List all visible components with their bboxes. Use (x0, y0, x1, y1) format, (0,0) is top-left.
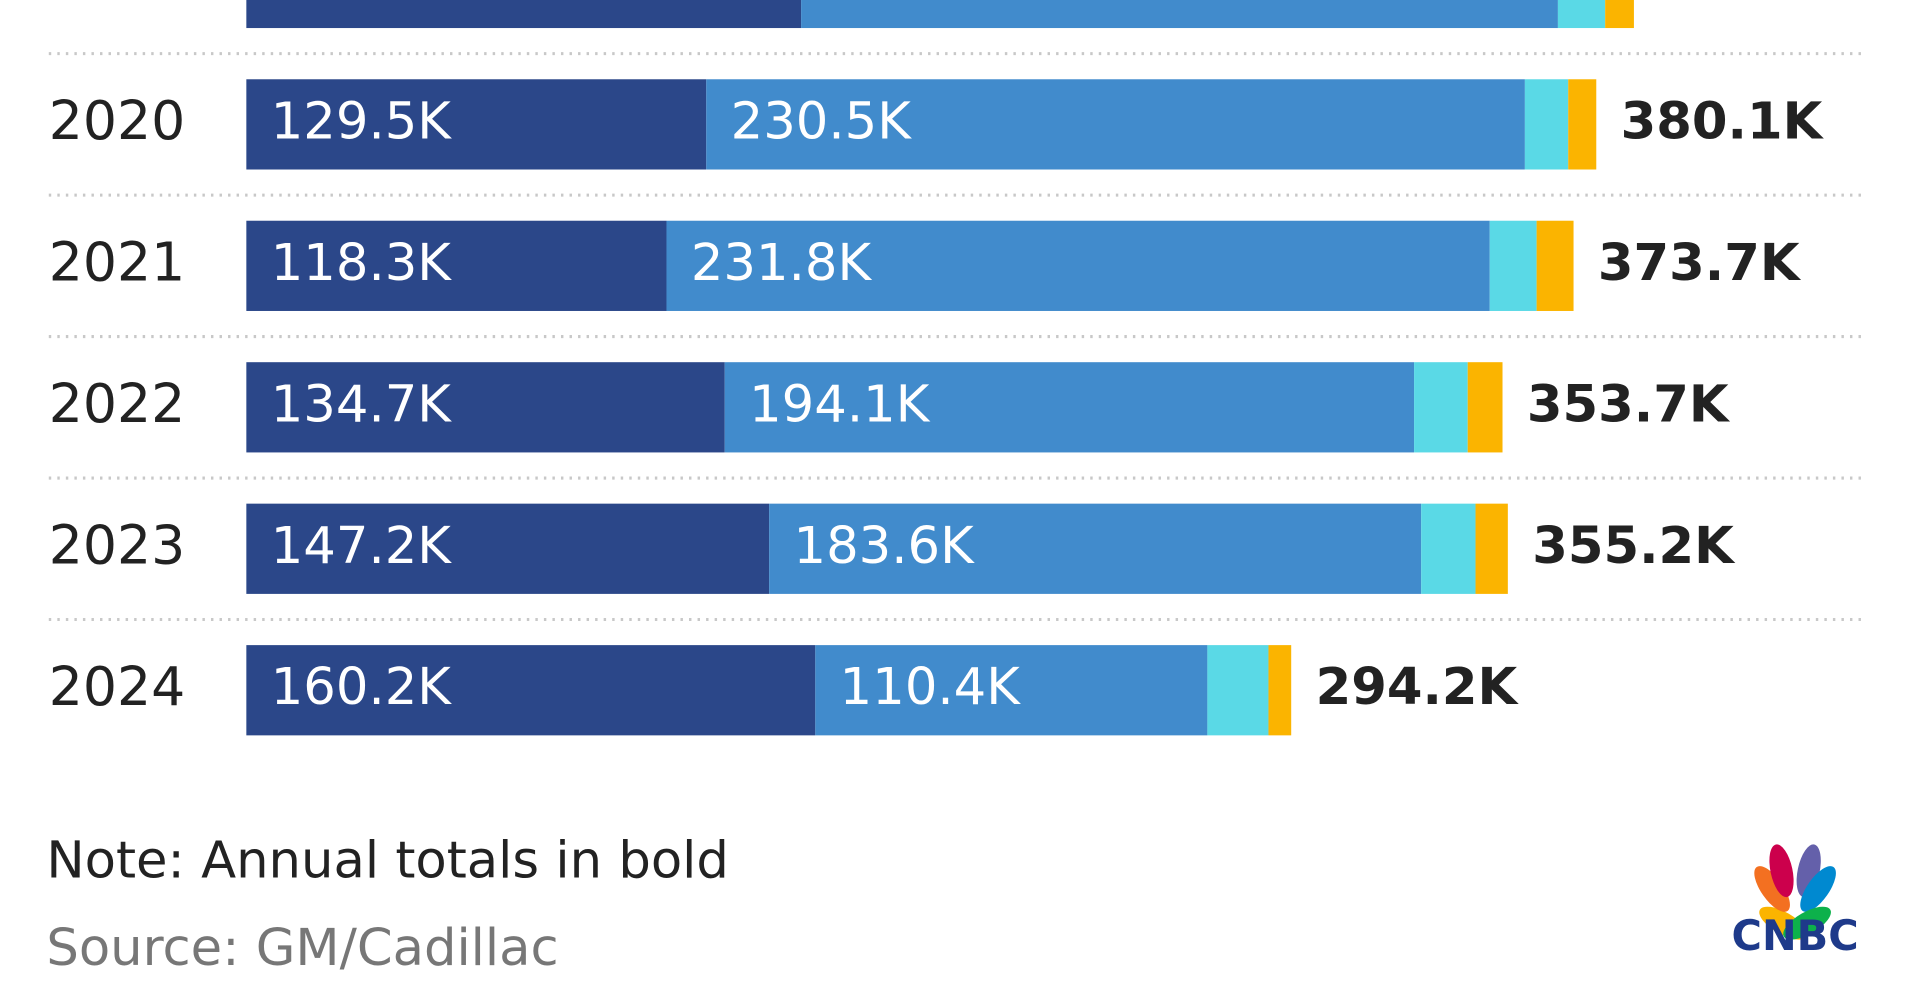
bar-segment (1421, 503, 1476, 594)
bar-segment (246, 0, 802, 29)
bar-segment (1536, 220, 1574, 311)
bar-segment (706, 79, 1525, 170)
logo-peacock (1754, 844, 1836, 940)
bar-segment (1557, 0, 1606, 29)
source: Source: GM/Cadillac (46, 918, 558, 978)
segment-label: 129.5K (271, 91, 453, 151)
bar-segment (1414, 362, 1468, 453)
bar-segment (246, 220, 667, 311)
bar-segment (1475, 503, 1508, 594)
bar-segment (1568, 79, 1597, 170)
y-tick-label: 2022 (49, 372, 186, 435)
segment-label: 147.2K (271, 516, 453, 576)
segment-label: 160.2K (271, 657, 453, 717)
segment-label: 110.4K (840, 657, 1022, 717)
y-tick-label: 2019 (49, 0, 186, 11)
y-tick-label: 2021 (49, 230, 186, 293)
bar-segment (1467, 362, 1503, 453)
y-tick-label: 2024 (49, 655, 186, 718)
y-tick-label: 2023 (49, 513, 186, 576)
bar-segment (1605, 0, 1634, 29)
segment-label: 118.3K (271, 233, 453, 293)
segment-label: 213.1K (825, 0, 1007, 10)
bar-segment (1207, 645, 1269, 736)
segment-label: 134.7K (271, 374, 453, 434)
total-label: 380.1K (1621, 91, 1825, 151)
segment-label: 230.5K (731, 91, 913, 151)
bar-segment (815, 645, 1208, 736)
bar-segment (246, 79, 707, 170)
bar-segment (1489, 220, 1537, 311)
bar-segment (769, 503, 1422, 594)
bar-segment (1268, 645, 1292, 736)
chart-body: Note: Annual totals in bold Source: GM/C… (46, 0, 1864, 978)
segment-label: 194.1K (749, 374, 931, 434)
y-tick-label: 2020 (49, 89, 186, 152)
segment-label: 183.6K (794, 516, 976, 576)
bar-segment (666, 220, 1490, 311)
bar-segment (246, 362, 725, 453)
bar-segment (1524, 79, 1569, 170)
bar-segment (801, 0, 1558, 29)
total-label: 373.7K (1598, 233, 1802, 293)
note: Note: Annual totals in bold (46, 830, 729, 890)
total-label: 355.2K (1532, 516, 1736, 576)
segment-label: 156.2K (271, 0, 453, 10)
total-label: 390.7K (1658, 0, 1862, 10)
bar-segment (724, 362, 1415, 453)
total-label: 294.2K (1316, 657, 1520, 717)
total-label: 353.7K (1527, 374, 1731, 434)
segment-label: 231.8K (691, 233, 873, 293)
bar-segment (246, 503, 770, 594)
bar-segment (246, 645, 816, 736)
logo-text: CNBC (1732, 912, 1859, 960)
